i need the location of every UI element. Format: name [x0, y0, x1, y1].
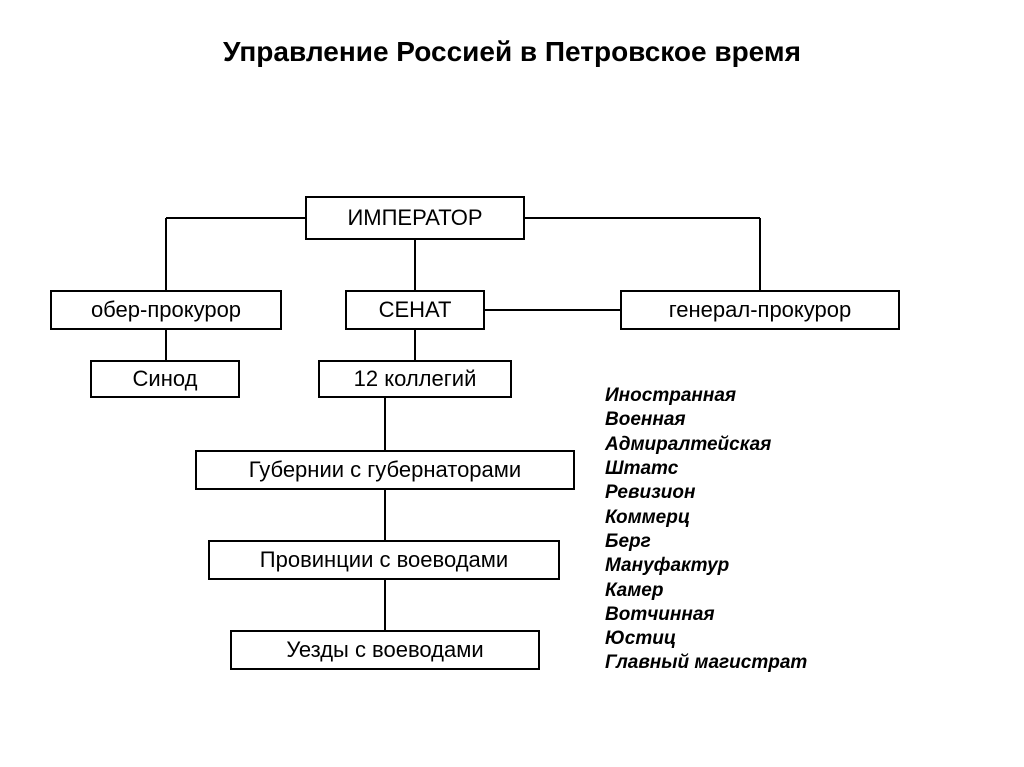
node-provinces: Провинции с воеводами [208, 540, 560, 580]
node-senate: СЕНАТ [345, 290, 485, 330]
list-item: Камер [605, 579, 807, 603]
list-item: Военная [605, 408, 807, 432]
list-item: Иностранная [605, 384, 807, 408]
list-item: Штатс [605, 457, 807, 481]
node-general: генерал-прокурор [620, 290, 900, 330]
list-item: Адмиралтейская [605, 433, 807, 457]
node-synod: Синод [90, 360, 240, 398]
list-item: Главный магистрат [605, 651, 807, 675]
colleges-list: Иностранная Военная Адмиралтейская Штатс… [605, 384, 807, 676]
node-gubernii: Губернии с губернаторами [195, 450, 575, 490]
list-item: Мануфактур [605, 554, 807, 578]
node-ober: обер-прокурор [50, 290, 282, 330]
node-uezdy: Уезды с воеводами [230, 630, 540, 670]
list-item: Юстиц [605, 627, 807, 651]
page-title: Управление Россией в Петровское время [0, 36, 1024, 68]
list-item: Берг [605, 530, 807, 554]
list-item: Коммерц [605, 506, 807, 530]
list-item: Ревизион [605, 481, 807, 505]
node-emperor: ИМПЕРАТОР [305, 196, 525, 240]
node-colleges: 12 коллегий [318, 360, 512, 398]
list-item: Вотчинная [605, 603, 807, 627]
